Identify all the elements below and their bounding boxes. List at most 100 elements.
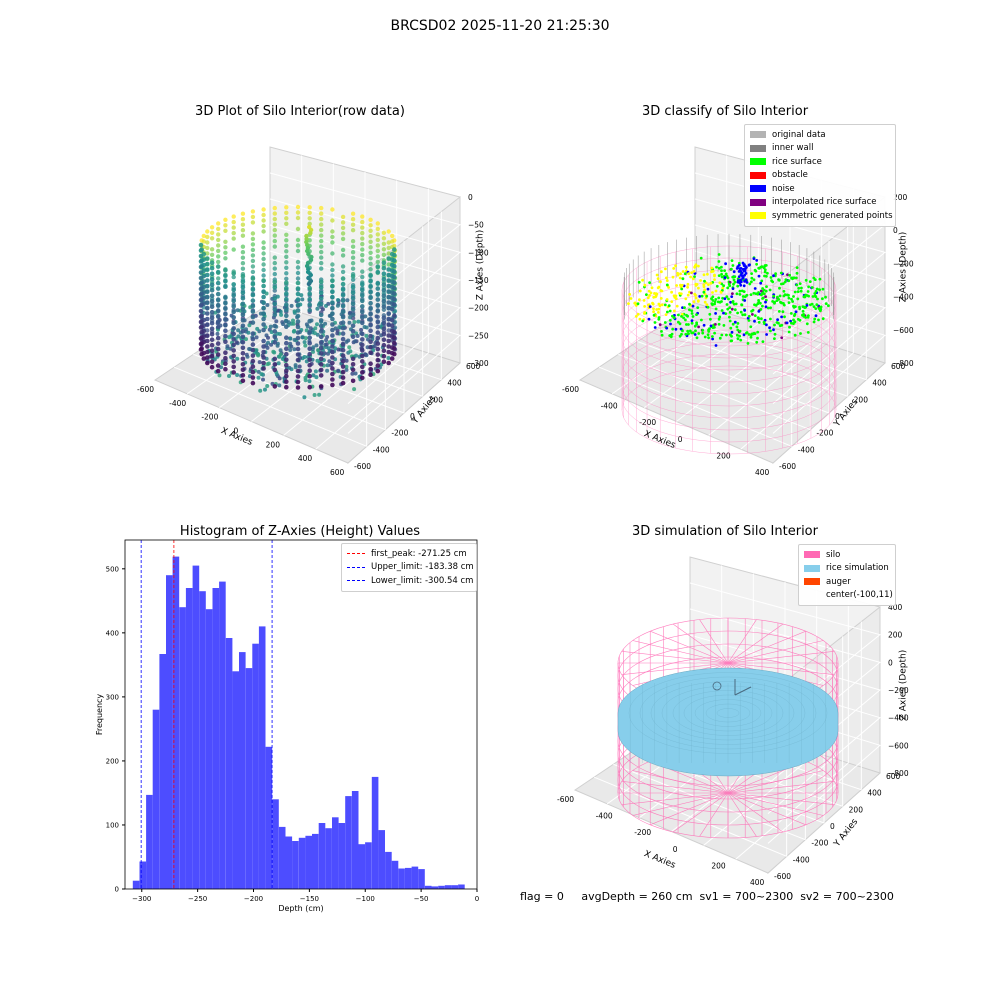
data-point (335, 303, 340, 308)
data-point (392, 346, 397, 351)
auger-center-marker (712, 681, 722, 691)
legend-label: Upper_limit: -183.38 cm (371, 562, 474, 573)
data-point (794, 310, 798, 314)
data-point (742, 290, 746, 293)
data-point (703, 288, 707, 292)
silo-top-spoke (727, 619, 757, 664)
data-point (284, 368, 289, 373)
data-point (350, 239, 356, 244)
data-point (205, 344, 210, 349)
data-point (250, 320, 256, 325)
data-point (747, 314, 751, 318)
data-point (665, 298, 669, 301)
y-tick-label: 300 (106, 693, 119, 701)
data-point (775, 321, 779, 324)
x-tick-label: −200 (244, 895, 263, 903)
data-point (381, 247, 387, 252)
data-point (288, 348, 293, 352)
mesh-ring (705, 703, 751, 723)
data-point (216, 276, 221, 281)
data-point (284, 265, 289, 270)
data-point (244, 337, 248, 342)
data-point (752, 291, 756, 295)
y-tick-label: -400 (793, 855, 810, 864)
classified-points (627, 253, 830, 347)
data-point (671, 327, 675, 331)
legend-swatch (750, 158, 766, 166)
data-point (641, 278, 644, 282)
data-point (350, 266, 356, 271)
data-point (240, 318, 246, 323)
histogram-bar (292, 841, 299, 889)
histogram-bar (159, 654, 166, 889)
data-point (392, 280, 397, 285)
data-point (739, 267, 743, 270)
data-point (709, 281, 713, 285)
data-point (272, 211, 277, 216)
data-point (198, 248, 204, 253)
y-tick-label: 200 (429, 395, 444, 404)
data-point (667, 304, 671, 308)
data-point (761, 304, 764, 308)
data-point (805, 294, 809, 297)
data-point (240, 290, 246, 296)
data-point (713, 278, 716, 281)
y-tick-label: 600 (891, 362, 906, 371)
data-point (205, 328, 210, 333)
data-point (386, 344, 392, 349)
data-point (330, 273, 335, 278)
data-point (368, 223, 373, 228)
data-point (250, 331, 256, 336)
data-point (736, 284, 740, 288)
legend-swatch (750, 185, 766, 193)
data-point (265, 303, 270, 307)
data-point (648, 294, 651, 297)
data-point (350, 334, 356, 340)
data-point (386, 322, 392, 327)
data-point (231, 225, 236, 230)
data-point (392, 335, 397, 340)
data-point (381, 348, 387, 353)
data-point (706, 305, 710, 309)
data-point (736, 322, 740, 325)
data-point (295, 286, 301, 291)
y-tick-label: 100 (106, 821, 119, 829)
data-point (368, 300, 373, 306)
data-point (703, 279, 706, 283)
data-point (360, 258, 365, 263)
data-point (656, 277, 660, 280)
data-point (813, 292, 817, 295)
data-point (205, 272, 210, 278)
data-point (340, 298, 346, 303)
data-point (231, 271, 236, 276)
data-point (340, 281, 346, 287)
data-point (319, 249, 324, 255)
data-point (330, 229, 335, 234)
data-point (707, 330, 711, 333)
data-point (746, 342, 750, 345)
data-point (381, 260, 387, 265)
data-point (284, 373, 289, 379)
data-point (256, 375, 261, 380)
data-point (330, 294, 335, 300)
data-point (330, 283, 335, 289)
data-point (356, 319, 361, 324)
data-point (690, 312, 694, 315)
data-point (318, 334, 324, 340)
data-point (266, 335, 270, 340)
data-point (375, 324, 381, 330)
data-point (319, 227, 324, 233)
data-point (780, 323, 784, 327)
data-point (772, 294, 776, 298)
data-point (330, 360, 335, 366)
data-point (750, 276, 754, 280)
silo-floor-spoke (727, 792, 784, 833)
data-point (728, 315, 731, 319)
data-point (793, 333, 797, 337)
data-point (710, 266, 714, 270)
data-point (303, 336, 308, 341)
data-point (223, 228, 228, 233)
x-tick-label: -200 (634, 828, 651, 837)
data-point (350, 290, 356, 296)
data-point (261, 300, 266, 305)
